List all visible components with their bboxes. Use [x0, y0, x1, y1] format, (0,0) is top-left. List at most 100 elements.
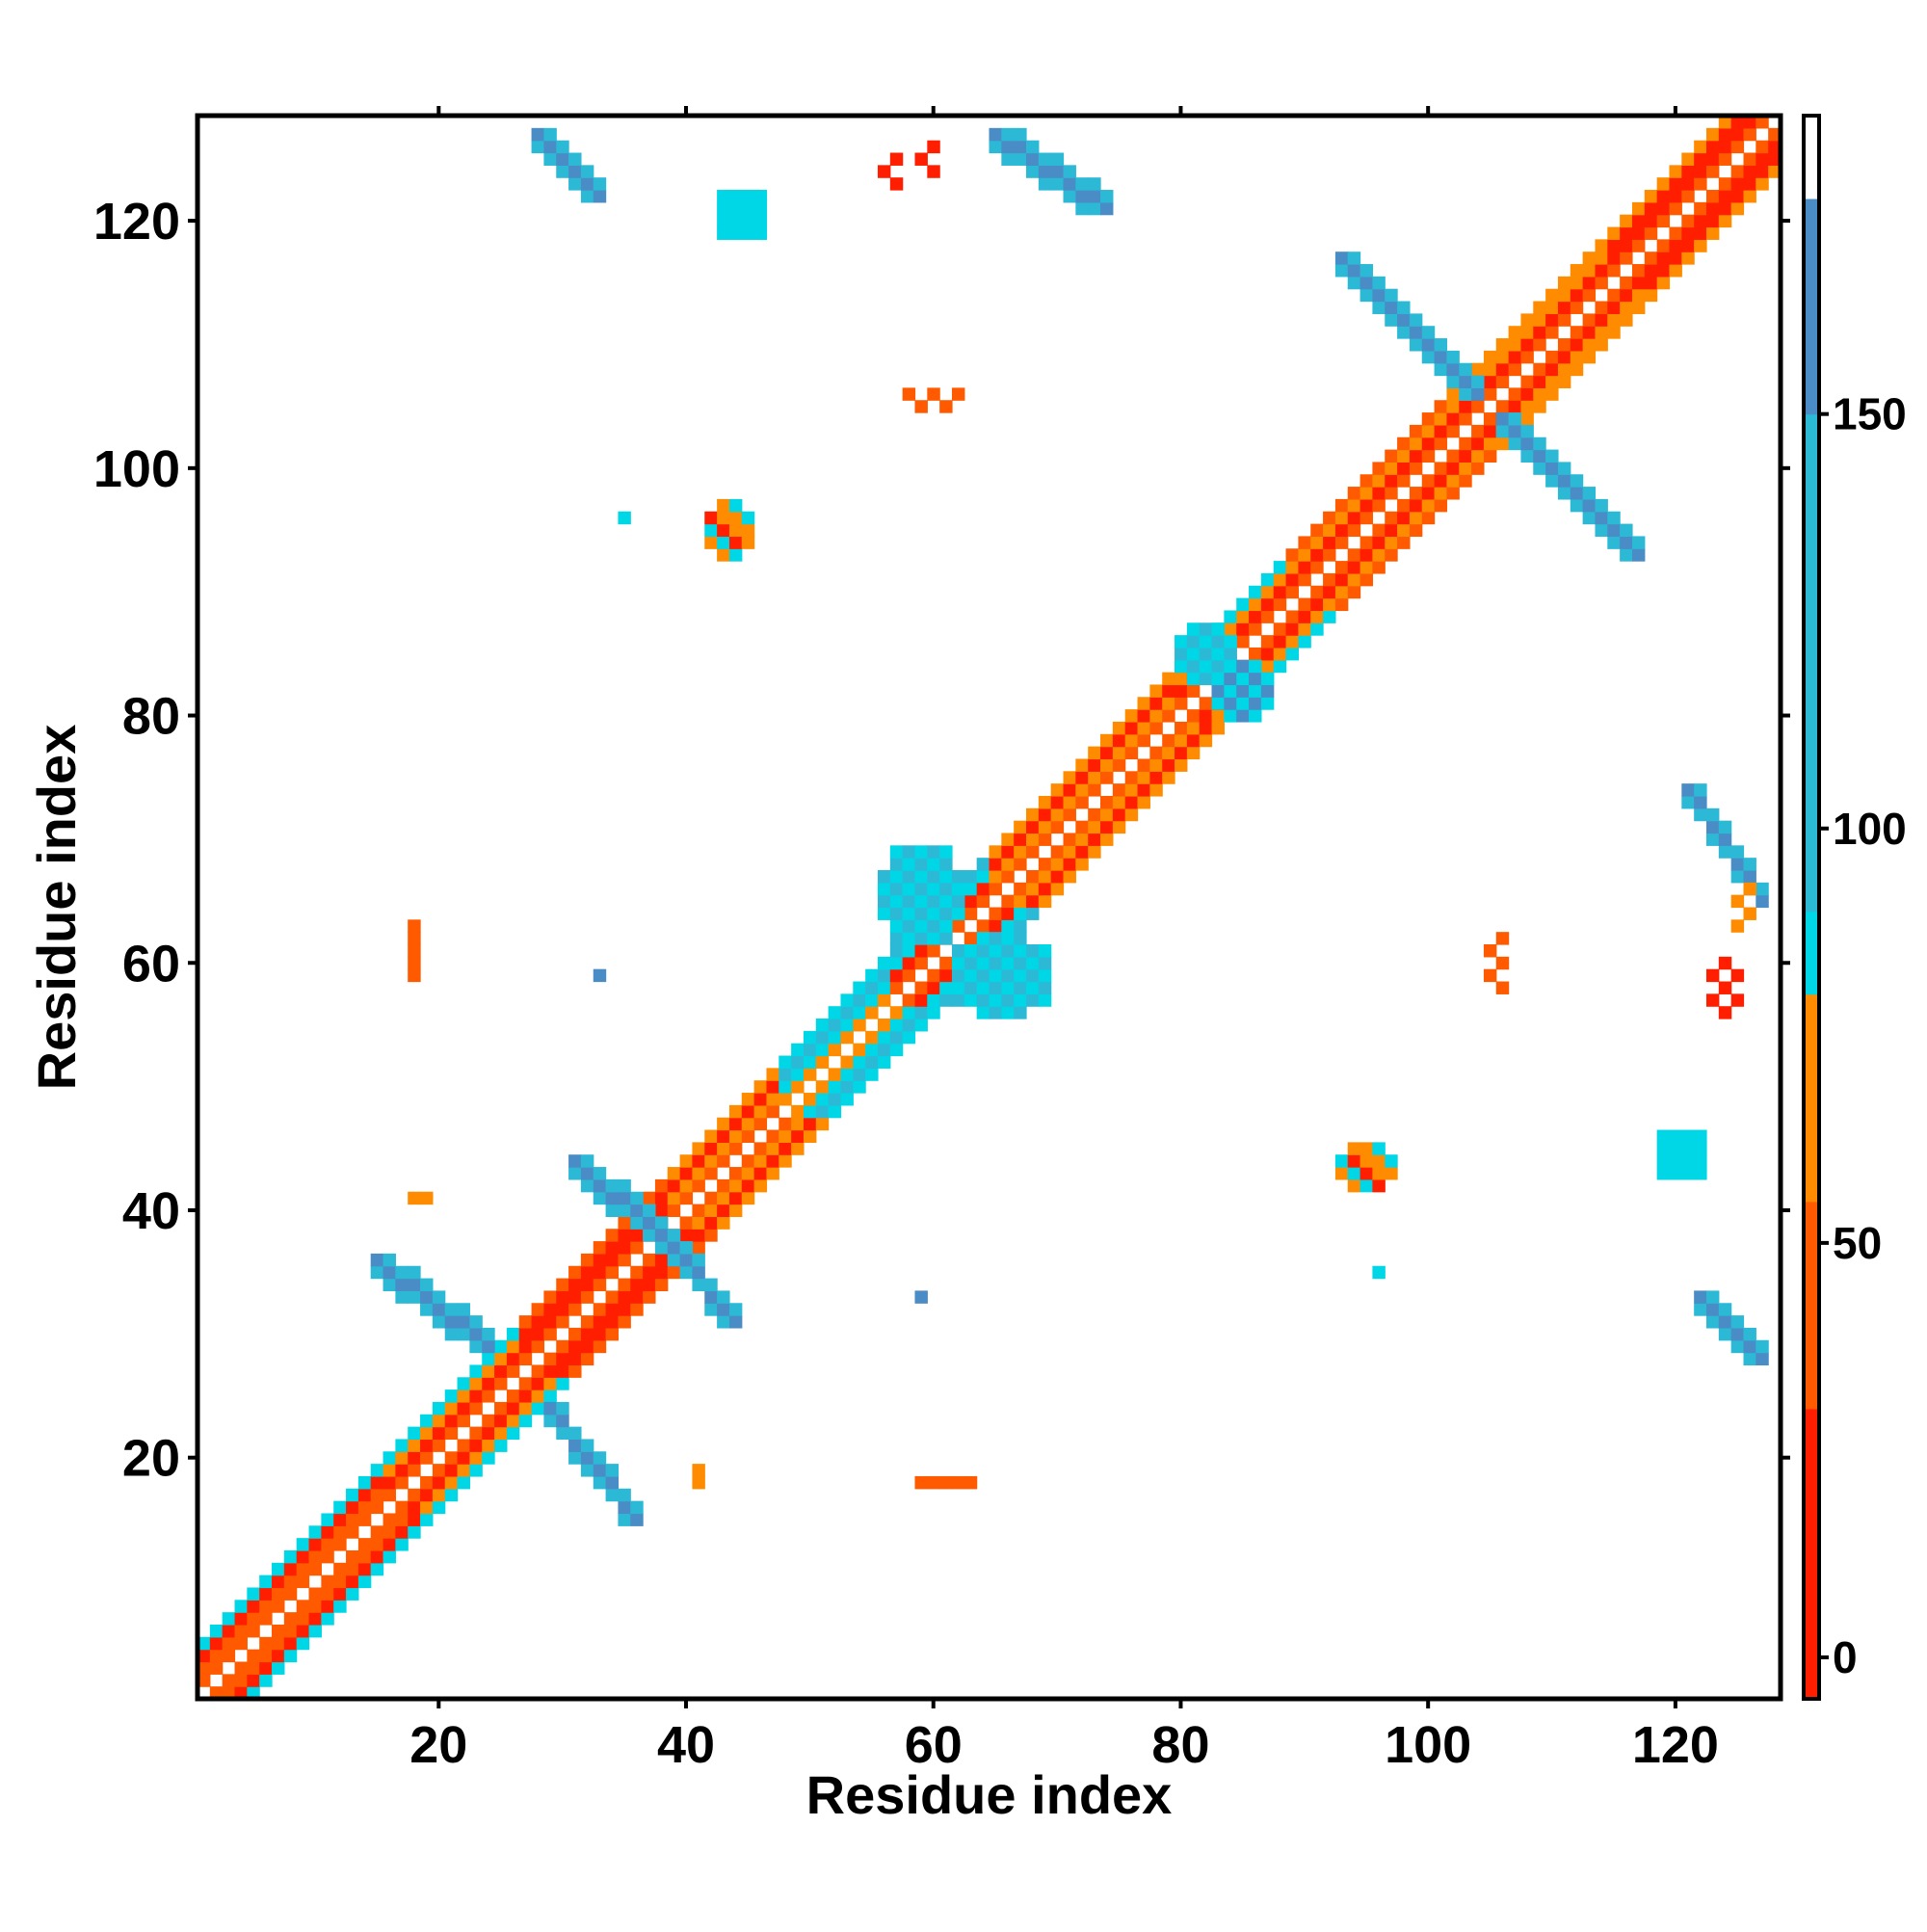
heatmap-cell [1014, 944, 1027, 958]
heatmap-cell [1743, 869, 1756, 884]
heatmap-cell [568, 1303, 582, 1316]
heatmap-cell [889, 1019, 904, 1032]
heatmap-cell [779, 1080, 792, 1094]
heatmap-cell [902, 894, 916, 909]
heatmap-cell [1137, 771, 1150, 784]
heatmap-cell [889, 869, 904, 884]
heatmap-cell [679, 1178, 694, 1193]
heatmap-cell [717, 511, 730, 525]
heatmap-cell [1298, 635, 1311, 648]
heatmap-cell [1570, 474, 1584, 488]
heatmap-cell [457, 1315, 470, 1329]
heatmap-cell [1607, 288, 1621, 303]
heatmap-cell [1607, 313, 1621, 327]
heatmap-cell [951, 882, 965, 896]
heatmap-cell [840, 1055, 854, 1069]
heatmap-cell [1397, 462, 1411, 475]
y-tick-label: 80 [122, 688, 180, 746]
heatmap-cell [618, 1500, 631, 1515]
heatmap-cell [1026, 993, 1040, 1007]
heatmap-cell [357, 1549, 372, 1564]
heatmap-cell [1347, 1167, 1361, 1180]
heatmap-cell [457, 1327, 470, 1341]
heatmap-cell [1434, 362, 1448, 377]
heatmap-cell [1730, 894, 1745, 909]
heatmap-cell [1334, 585, 1349, 599]
heatmap-cell [1570, 498, 1584, 513]
heatmap-cell [1582, 276, 1597, 290]
heatmap-cell [1533, 301, 1546, 314]
heatmap-cell [741, 190, 755, 203]
heatmap-cell [1434, 424, 1448, 438]
heatmap-cell [1100, 771, 1114, 784]
heatmap-cell [1260, 647, 1275, 661]
heatmap-cell [1495, 362, 1510, 377]
heatmap-cell [1026, 845, 1040, 859]
heatmap-cell [1508, 412, 1522, 426]
heatmap-cell [383, 1488, 396, 1502]
heatmap-cell [556, 140, 569, 154]
heatmap-cell [914, 981, 928, 994]
heatmap-cell [1681, 783, 1695, 797]
heatmap-cell [1743, 882, 1756, 896]
heatmap-cell [815, 1055, 830, 1069]
heatmap-cell [1620, 523, 1633, 538]
heatmap-cell [408, 919, 421, 933]
heatmap-cell [791, 1043, 805, 1057]
heatmap-cell [247, 1649, 260, 1663]
heatmap-cell [914, 152, 928, 166]
heatmap-cell [1224, 622, 1237, 636]
heatmap-cell [654, 1191, 669, 1205]
heatmap-cell [1038, 165, 1052, 178]
heatmap-cell [1644, 214, 1658, 228]
heatmap-cell [1385, 548, 1398, 562]
heatmap-cell [568, 1426, 582, 1441]
heatmap-cell [296, 1538, 310, 1551]
heatmap-cell [593, 1339, 607, 1354]
heatmap-cell [1285, 635, 1299, 648]
heatmap-cell [1557, 462, 1571, 475]
heatmap-cell [1681, 226, 1695, 240]
heatmap-cell [1186, 635, 1201, 648]
heatmap-cell [1520, 350, 1534, 364]
heatmap-cell [580, 1464, 594, 1477]
heatmap-cell [395, 1464, 409, 1477]
heatmap-cell [902, 1030, 916, 1045]
heatmap-cell [728, 1204, 743, 1217]
heatmap-cell [432, 1401, 446, 1416]
heatmap-cell [1100, 201, 1114, 216]
heatmap-cell [1743, 1339, 1756, 1354]
heatmap-cell [989, 956, 1002, 970]
heatmap-cell [283, 1562, 298, 1576]
heatmap-cell [717, 1204, 730, 1217]
heatmap-cell [1595, 498, 1608, 513]
heatmap-cell [395, 1538, 409, 1551]
heatmap-cell [1001, 968, 1015, 983]
heatmap-cell [1260, 597, 1275, 612]
heatmap-cell [469, 1364, 483, 1378]
heatmap-cell [1694, 201, 1707, 216]
heatmap-cell [457, 1475, 470, 1490]
heatmap-cell [1508, 326, 1522, 339]
heatmap-cell [1459, 474, 1472, 488]
heatmap-cell [1508, 362, 1522, 377]
heatmap-cell [766, 1167, 779, 1180]
heatmap-cell [989, 944, 1002, 958]
heatmap-cell [1508, 387, 1522, 401]
heatmap-cell [346, 1575, 359, 1589]
heatmap-cell [976, 882, 990, 896]
heatmap-cell [556, 165, 569, 178]
heatmap-cell [198, 1649, 211, 1663]
heatmap-cell [877, 956, 891, 970]
heatmap-cell [1595, 511, 1608, 525]
heatmap-cell [828, 1030, 842, 1045]
heatmap-cell [618, 1488, 631, 1502]
heatmap-cell [1620, 251, 1633, 265]
heatmap-cell [815, 1093, 830, 1106]
heatmap-cell [1730, 201, 1745, 216]
heatmap-cell [556, 1315, 569, 1329]
heatmap-cell [618, 1229, 631, 1242]
heatmap-cell [247, 1624, 260, 1638]
heatmap-cell [518, 1327, 533, 1341]
heatmap-cell [1434, 412, 1448, 426]
